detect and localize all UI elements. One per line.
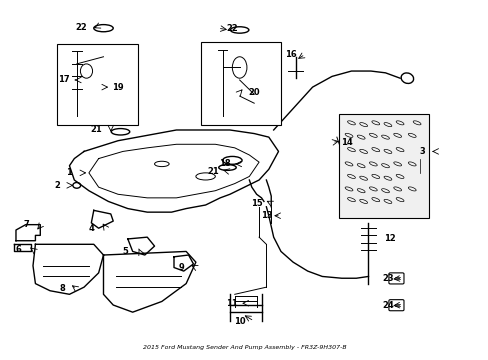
- Text: 19: 19: [112, 83, 123, 92]
- Text: 12: 12: [384, 234, 395, 243]
- Text: 22: 22: [226, 24, 238, 33]
- Text: 18: 18: [219, 159, 230, 168]
- FancyBboxPatch shape: [388, 300, 403, 311]
- Text: 4: 4: [88, 224, 94, 233]
- Text: 7: 7: [24, 220, 29, 229]
- Text: 10: 10: [233, 316, 245, 325]
- Text: 21: 21: [90, 126, 102, 135]
- Text: 9: 9: [178, 263, 184, 272]
- Text: 2015 Ford Mustang Sender And Pump Assembly - FR3Z-9H307-B: 2015 Ford Mustang Sender And Pump Assemb…: [142, 345, 346, 350]
- Text: 14: 14: [340, 138, 352, 147]
- Text: 11: 11: [226, 299, 238, 308]
- Text: 20: 20: [248, 88, 260, 97]
- Text: 6: 6: [16, 245, 21, 254]
- Text: 8: 8: [59, 284, 65, 293]
- Text: 15: 15: [250, 199, 262, 208]
- Text: 2: 2: [54, 181, 60, 190]
- Text: 1: 1: [66, 168, 72, 177]
- Bar: [201, 42, 281, 125]
- Text: 17: 17: [58, 76, 69, 85]
- Text: 5: 5: [122, 247, 128, 256]
- Text: 13: 13: [260, 211, 272, 220]
- Text: 21: 21: [206, 167, 218, 176]
- Text: 24: 24: [381, 301, 393, 310]
- FancyBboxPatch shape: [388, 273, 403, 284]
- Bar: [339, 114, 428, 217]
- Text: 23: 23: [381, 274, 393, 283]
- Bar: [57, 44, 137, 125]
- Text: 16: 16: [284, 50, 296, 59]
- Text: 3: 3: [418, 147, 424, 156]
- Text: 22: 22: [76, 23, 87, 32]
